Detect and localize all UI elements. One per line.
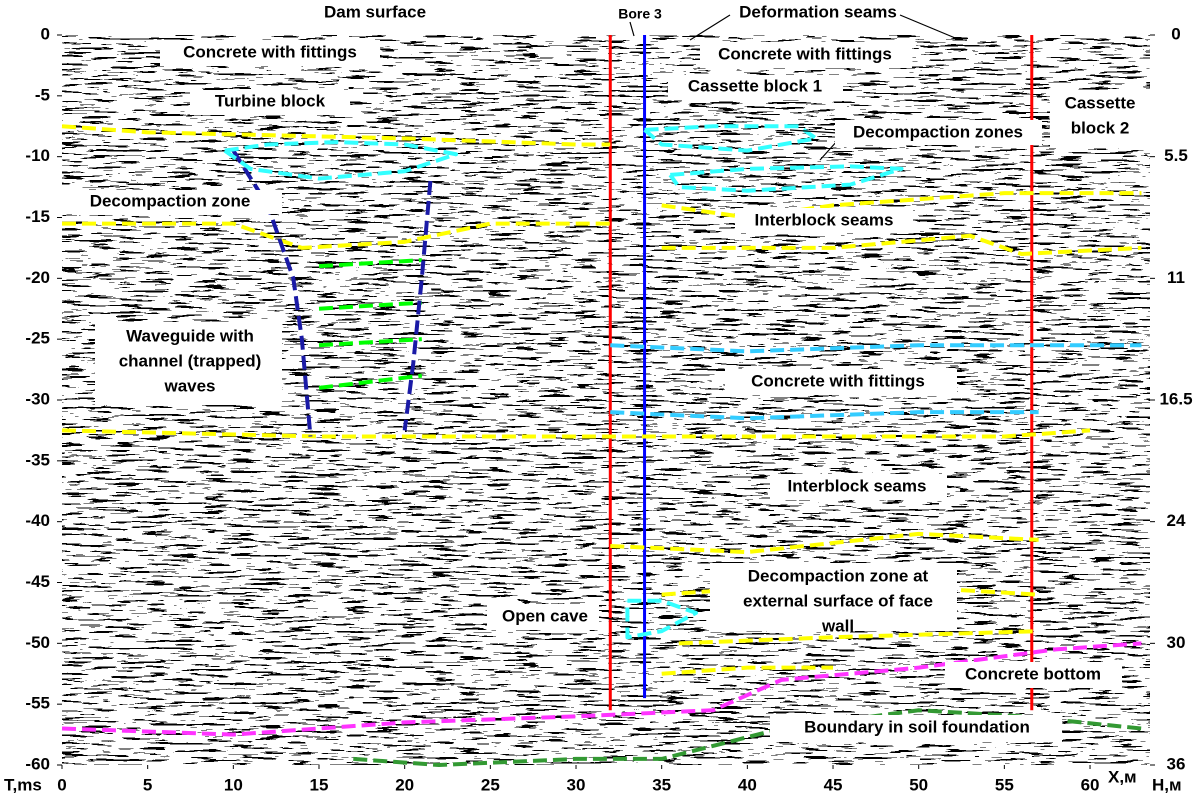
annotation-box (735, 208, 913, 233)
y2-tick-label: 36 (1167, 754, 1186, 773)
y-axis-label: T,ms (4, 775, 42, 794)
annotation-text: Concrete with fittings (718, 44, 892, 63)
annotation-box (835, 120, 1042, 145)
y-tick-label: -5 (35, 85, 50, 104)
annotation-box (725, 369, 957, 395)
y2-tick-label: 0 (1171, 24, 1180, 43)
x-tick-label: 5 (143, 775, 152, 794)
y-tick-label: -10 (25, 146, 50, 165)
annotation-text: Decompaction zone (90, 191, 251, 210)
annotation-text: Concrete with fittings (751, 371, 925, 390)
annotation-text: Waveguide with (126, 326, 254, 345)
y-tick-label: -20 (25, 268, 50, 287)
annotation-text: Interblock seams (755, 210, 894, 229)
section-line (353, 708, 1142, 767)
y2-tick-label: 30 (1167, 633, 1186, 652)
x-tick-label: 15 (310, 775, 329, 794)
x-tick-label: 30 (567, 775, 586, 794)
annotation-box (710, 563, 957, 631)
labels: Bore 3 Deformation seams Concrete with fit… (60, 2, 1150, 742)
section-line (610, 343, 1142, 354)
annotation-text: Concrete with fittings (183, 42, 357, 61)
annotation-box (190, 90, 350, 115)
section-line (610, 410, 1039, 421)
section-line (661, 665, 834, 676)
x-tick-label: 20 (395, 775, 414, 794)
annotation-text: Bore 3 (618, 6, 662, 22)
x-tick-label: 35 (652, 775, 671, 794)
annotation-box (668, 75, 843, 100)
y-tick-label: -35 (25, 450, 50, 469)
section-line (318, 373, 423, 390)
annotation-text: Decompaction zone at (748, 566, 929, 585)
annotation-text: Interblock seams (788, 476, 927, 495)
annotation-text: Boundary in soil foundation (804, 717, 1030, 736)
section-line (61, 641, 1142, 737)
x-tick-label: 0 (57, 775, 66, 794)
annotation-box (60, 190, 282, 214)
y2-tick-label: 11 (1167, 268, 1185, 287)
annotation-text: Cassette (1065, 93, 1136, 112)
section-line (318, 258, 422, 269)
annotation-box (945, 662, 1122, 688)
x-tick-label: 50 (909, 775, 928, 794)
section-line (61, 124, 611, 147)
annotation-text: Cassette block 1 (688, 76, 822, 95)
x-tick-label: 45 (824, 775, 843, 794)
annotation-text: wall (821, 616, 854, 635)
x-tick-label: 10 (224, 775, 243, 794)
section-line (678, 629, 1039, 646)
y-tick-label: -25 (25, 329, 50, 348)
x-tick-label: 55 (995, 775, 1014, 794)
y-tick-label: -30 (25, 389, 50, 408)
section-line (661, 191, 1142, 220)
section-line (610, 531, 1039, 555)
y-tick-label: -40 (25, 511, 50, 530)
section-line (661, 233, 1142, 256)
x-tick-label: 25 (481, 775, 500, 794)
y2-axis-label: H,м (1152, 775, 1182, 794)
section-line (318, 300, 422, 311)
y2-tick-label: 5.5 (1164, 146, 1188, 165)
annotation-text: Decompaction zones (853, 122, 1023, 141)
section-line (668, 164, 904, 193)
annotation-box (770, 715, 1062, 742)
x-tick-label: 60 (1081, 775, 1100, 794)
x-axis-label: X,м (1108, 767, 1137, 786)
y2-tick-label: 24 (1167, 511, 1186, 530)
section-line (318, 337, 422, 348)
y-tick-label: -50 (25, 633, 50, 652)
annotation-box (1050, 91, 1150, 147)
annotation-box (95, 322, 282, 405)
section-line (643, 124, 818, 153)
annotation-box (770, 474, 947, 500)
section-line (231, 149, 313, 437)
annotation-text: Deformation seams (739, 2, 897, 21)
section-line (625, 598, 698, 640)
section-line (223, 140, 459, 181)
marks (57, 34, 1155, 769)
annotation-text: Turbine block (215, 91, 326, 110)
annotation-text: block 2 (1071, 118, 1130, 137)
annotation-box (160, 40, 380, 66)
annotation-text: Concrete bottom (965, 664, 1101, 683)
section-line (62, 221, 611, 250)
y2-tick-label: 16.5 (1159, 389, 1192, 408)
y-tick-label: 0 (41, 24, 50, 43)
annotation-box (487, 604, 599, 630)
annotation-text: external surface of face (743, 591, 933, 610)
y-tick-label: -45 (25, 572, 50, 591)
y-tick-label: -55 (25, 694, 50, 713)
x-tick-label: 40 (738, 775, 757, 794)
annotation-box (700, 42, 912, 68)
annotation-text: channel (trapped) (119, 351, 262, 370)
annotation-text: waves (163, 376, 215, 395)
y-tick-label: -60 (25, 754, 50, 773)
chart-title: Dam surface (324, 2, 426, 21)
section-line (402, 180, 433, 431)
annotation-text: Open cave (502, 606, 588, 625)
y-tick-label: -15 (25, 207, 50, 226)
